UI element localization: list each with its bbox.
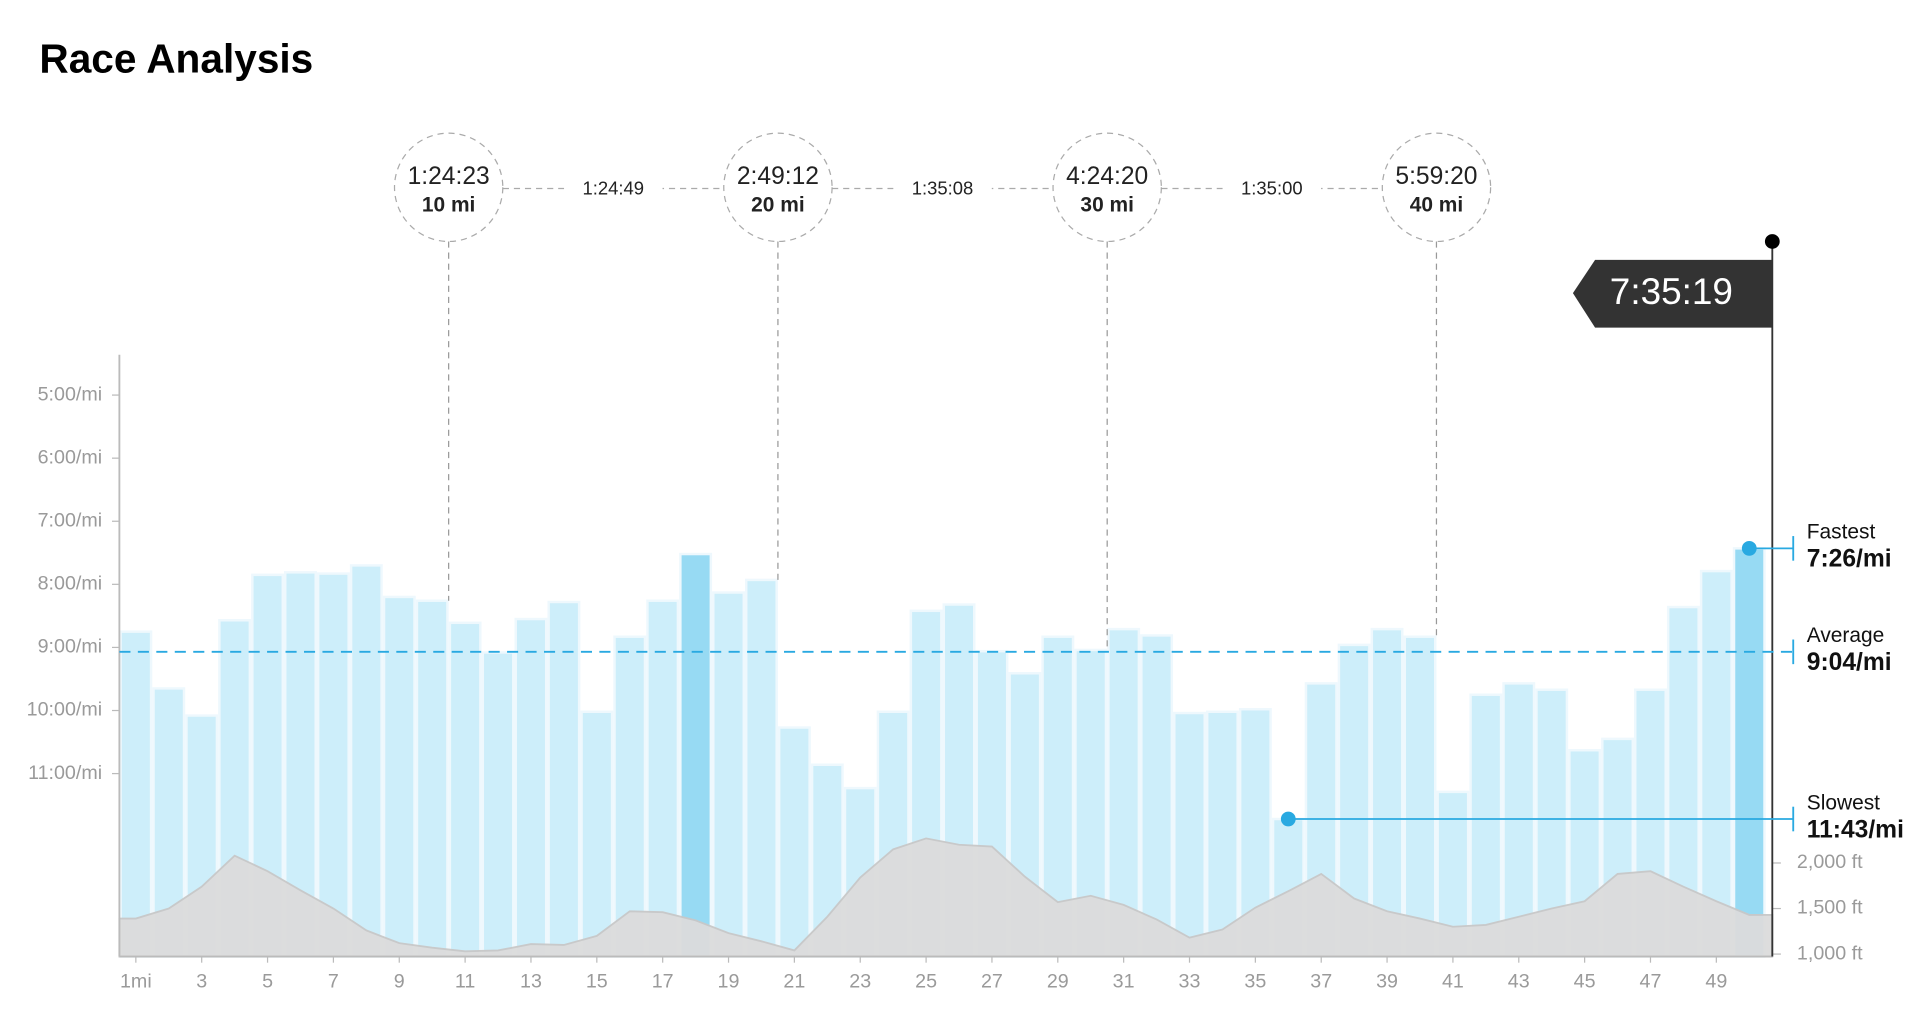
split-distance: 20 mi — [751, 193, 804, 216]
average-value: 9:04/mi — [1807, 649, 1892, 676]
x-tick-label: 11 — [455, 971, 475, 993]
x-tick-label: 23 — [849, 971, 871, 993]
bar — [382, 595, 416, 958]
bar — [448, 621, 482, 958]
x-tick-label: 35 — [1244, 971, 1266, 993]
bar — [547, 600, 581, 958]
y-tick-label: 6:00/mi — [38, 446, 103, 468]
split-time: 2:49:12 — [737, 163, 819, 190]
split-time: 5:59:20 — [1395, 163, 1477, 190]
finish-dot — [1764, 234, 1780, 249]
split-time: 1:24:23 — [408, 163, 490, 190]
x-tick-label: 47 — [1640, 971, 1662, 993]
bar — [679, 552, 713, 958]
x-tick-label: 31 — [1113, 971, 1135, 993]
bar — [415, 599, 449, 958]
bar — [349, 564, 383, 958]
x-tick-label: 17 — [652, 971, 674, 993]
split-distance: 30 mi — [1080, 193, 1133, 216]
x-tick-label: 5 — [262, 971, 273, 993]
x-tick-label: 27 — [981, 971, 1003, 993]
bar — [1173, 711, 1206, 958]
slowest-value: 11:43/mi — [1807, 817, 1904, 844]
finish-flag — [1572, 259, 1773, 328]
bar — [514, 617, 548, 958]
split-interval: 1:24:49 — [582, 178, 644, 199]
chart-title: Race Analysis — [39, 36, 313, 82]
x-tick-label: 33 — [1179, 971, 1201, 993]
split-marker — [723, 132, 833, 243]
x-tick-label: 49 — [1705, 971, 1727, 993]
x-tick-label: 21 — [783, 971, 805, 993]
split-interval: 1:35:08 — [912, 178, 974, 199]
split-interval: 1:35:00 — [1241, 178, 1303, 199]
bar — [316, 572, 350, 958]
y-tick-label: 11:00/mi — [28, 762, 102, 784]
x-tick-label: 15 — [586, 971, 608, 993]
fastest-label: Fastest — [1807, 521, 1876, 544]
y2-tick-label: 2,000 ft — [1797, 851, 1863, 873]
bar — [744, 578, 778, 958]
bar — [613, 635, 647, 958]
x-tick-label: 3 — [196, 971, 207, 993]
bar — [481, 651, 515, 958]
finish-time: 7:35:19 — [1610, 271, 1733, 312]
y-tick-label: 10:00/mi — [27, 699, 103, 721]
x-tick-label: 25 — [915, 971, 937, 993]
bar — [580, 710, 614, 958]
split-distance: 10 mi — [422, 193, 475, 216]
x-tick-label: 41 — [1442, 971, 1464, 993]
x-tick-label: 13 — [520, 971, 542, 993]
fastest-dot — [1741, 540, 1757, 556]
fastest-value: 7:26/mi — [1807, 546, 1892, 573]
x-tick-label: 45 — [1574, 971, 1596, 993]
x-tick-label: 43 — [1508, 971, 1530, 993]
y-tick-label: 8:00/mi — [38, 573, 103, 595]
split-distance: 40 mi — [1410, 193, 1463, 216]
split-marker — [1052, 132, 1162, 243]
bar — [712, 591, 745, 958]
split-interval-bg — [564, 175, 663, 203]
split-marker — [393, 132, 504, 243]
x-tick-label: 39 — [1376, 971, 1398, 993]
x-tick-label: 9 — [394, 971, 405, 993]
x-tick-label: 19 — [718, 971, 740, 993]
split-marker — [1381, 132, 1492, 243]
bar — [1732, 547, 1766, 958]
y2-tick-label: 1,500 ft — [1797, 897, 1863, 919]
y-tick-label: 5:00/mi — [38, 383, 103, 405]
average-label: Average — [1807, 624, 1885, 647]
bar — [1469, 693, 1503, 958]
x-tick-label: 7 — [328, 971, 339, 993]
bar — [1370, 627, 1404, 958]
bar — [646, 599, 680, 958]
y2-tick-label: 1,000 ft — [1797, 942, 1863, 964]
bar — [1403, 635, 1437, 958]
x-tick-label: 1mi — [120, 971, 152, 993]
split-interval-bg — [893, 175, 992, 203]
bar — [1140, 634, 1174, 958]
split-time: 4:24:20 — [1066, 163, 1148, 190]
slowest-dot — [1280, 811, 1296, 827]
bar — [119, 630, 153, 958]
x-tick-label: 37 — [1310, 971, 1332, 993]
x-tick-label: 29 — [1047, 971, 1069, 993]
bar — [777, 726, 811, 958]
bar — [1502, 682, 1536, 958]
split-interval-bg — [1222, 175, 1322, 203]
slowest-label: Slowest — [1807, 791, 1880, 814]
y-tick-label: 7:00/mi — [38, 509, 103, 531]
y-tick-label: 9:00/mi — [38, 636, 103, 658]
elevation-area — [118, 837, 1774, 958]
bar — [1205, 710, 1239, 958]
